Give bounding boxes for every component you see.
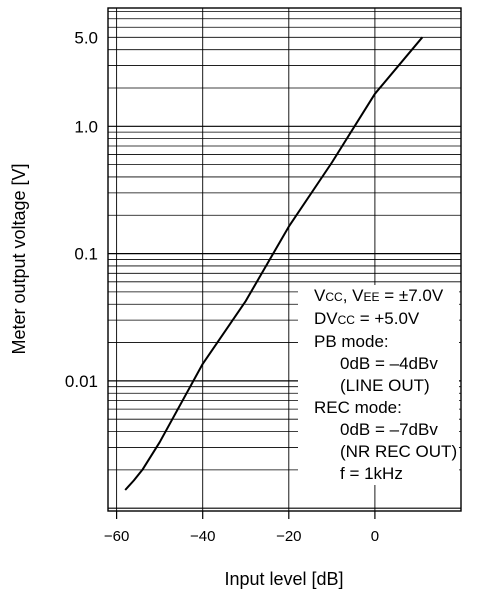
vee-subscript: EE [363, 290, 380, 304]
series-line [124, 36, 424, 491]
vcc-subscript: CC [325, 290, 343, 304]
conditions-block: VCC, VEE = ±7.0V DVCC = +5.0V PB mode: 0… [298, 285, 460, 485]
condition-rec-output: (NR REC OUT) [340, 442, 458, 461]
x-tick-label: −60 [104, 528, 129, 545]
condition-pb-mode: PB mode: [314, 332, 389, 351]
condition-pb-level: 0dB = –4dBv [340, 354, 438, 373]
vcc-label: V [314, 286, 326, 305]
supply-value: = ±7.0V [379, 286, 444, 305]
y-axis-label: Meter output voltage [V] [9, 163, 29, 354]
y-tick-label: 0.1 [74, 245, 98, 264]
plot-frame [107, 7, 462, 512]
dvcc-label: DV [314, 309, 338, 328]
dvcc-subscript: CC [337, 313, 355, 327]
condition-supply-vcc-vee: VCC, VEE = ±7.0V [314, 285, 457, 308]
condition-frequency: f = 1kHz [340, 464, 403, 483]
y-tick-labels: 5.0 1.0 0.1 0.01 [65, 28, 98, 391]
condition-rec-mode: REC mode: [314, 398, 402, 417]
x-tick-label: −40 [190, 528, 215, 545]
condition-pb-output: (LINE OUT) [340, 376, 430, 395]
x-tick-label: 0 [371, 528, 379, 545]
y-tick-label: 1.0 [74, 117, 98, 136]
x-axis-label: Input level [dB] [224, 569, 343, 589]
series-layer [124, 36, 424, 491]
y-tick-label: 5.0 [74, 28, 98, 47]
x-tick-label: −20 [276, 528, 301, 545]
y-tick-label: 0.01 [65, 372, 98, 391]
condition-supply-dvcc: DVCC = +5.0V [314, 308, 457, 331]
vee-label: , V [342, 286, 364, 305]
dvcc-value: = +5.0V [354, 309, 420, 328]
x-tick-labels: −60 −40 −20 0 [104, 528, 379, 545]
x-tick-marks [116, 511, 376, 519]
condition-rec-level: 0dB = –7dBv [340, 420, 438, 439]
